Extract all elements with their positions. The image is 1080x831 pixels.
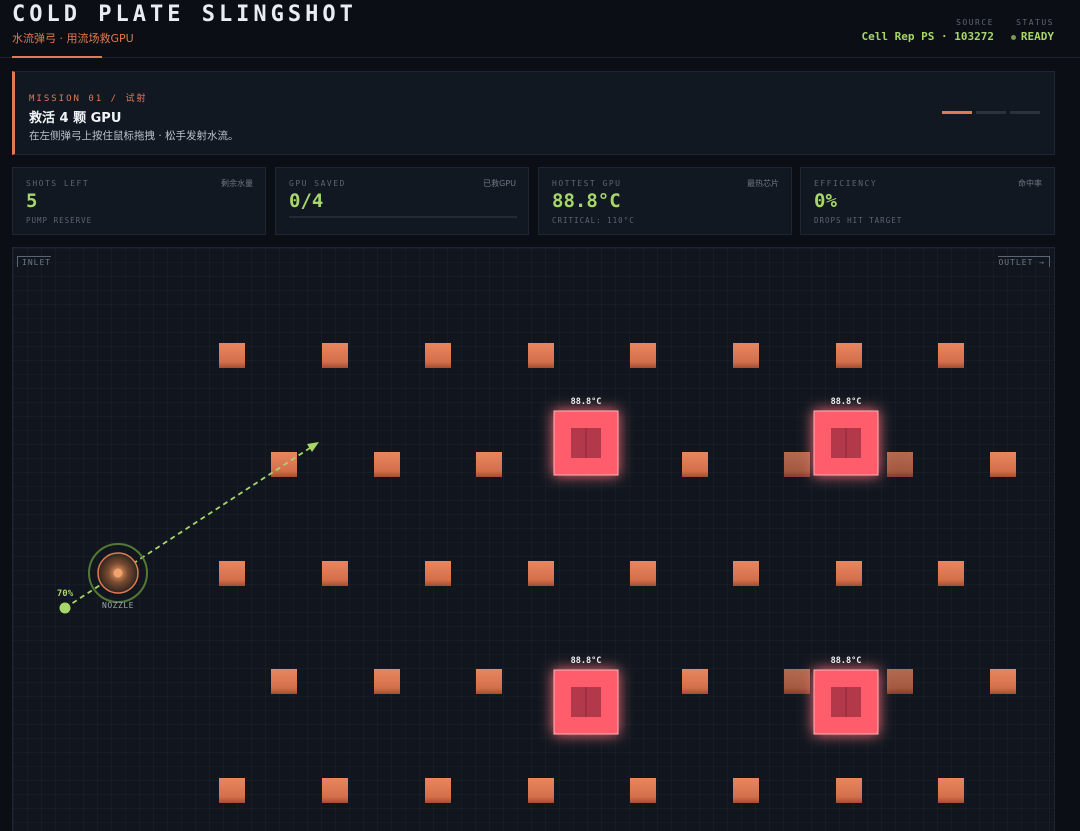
mission-stage-pip [976, 111, 1006, 114]
cooling-fin [630, 561, 656, 586]
mission-tag: MISSION 01 / 试射 [29, 94, 148, 104]
cooling-fin [836, 343, 862, 368]
cooling-fin [476, 452, 502, 477]
gpu-temp-label: 88.8°C [831, 397, 862, 407]
cooling-fin [733, 778, 759, 803]
cooling-fin [836, 778, 862, 803]
cooling-fin [322, 778, 348, 803]
cooling-fin [938, 343, 964, 368]
cooling-fin [476, 669, 502, 694]
game-subtitle: 水流弹弓 · 用流场救GPU [12, 32, 134, 45]
header-accent-line [12, 56, 102, 58]
stat-label-cn: 命中率 [1018, 179, 1042, 188]
cooling-fin [374, 452, 400, 477]
cooling-fin [784, 669, 810, 694]
cooling-fin [784, 452, 810, 477]
cooling-fin [219, 778, 245, 803]
cooling-fin [938, 778, 964, 803]
cooling-fin [733, 561, 759, 586]
stat-sub: PUMP RESERVE [26, 216, 93, 225]
cooling-fin [630, 778, 656, 803]
cooling-fin [938, 561, 964, 586]
cooling-fin [374, 669, 400, 694]
cooling-fin [528, 561, 554, 586]
power-label: 70% [57, 589, 74, 599]
mission-title: 救活 4 颗 GPU [29, 111, 122, 126]
gpu-chip: 88.8°C [813, 397, 879, 476]
source-label: SOURCE [956, 18, 994, 27]
mission-stage-pip [942, 111, 972, 114]
status-block: STATUS READY [1010, 18, 1054, 43]
gpu-temp-label: 88.8°C [571, 656, 602, 666]
stat-sub: DROPS HIT TARGET [814, 216, 903, 225]
cooling-fin [219, 343, 245, 368]
header: COLD PLATE SLINGSHOT 水流弹弓 · 用流场救GPU SOUR… [0, 0, 1080, 58]
status-value-row: READY [1010, 30, 1054, 43]
stat-efficiency: EFFICIENCY 命中率 0% DROPS HIT TARGET [800, 167, 1055, 235]
stat-sub: CRITICAL: 110°C [552, 216, 635, 225]
cooling-fin [682, 669, 708, 694]
stat-shots-left: SHOTS LEFT 剩余水量 5 PUMP RESERVE [12, 167, 266, 235]
cooling-fin [990, 669, 1016, 694]
cooling-fin [271, 669, 297, 694]
gpu-chip: 88.8°C [553, 397, 619, 476]
source-value: Cell Rep PS · 103272 [861, 30, 994, 43]
aim-arrow-icon [307, 442, 319, 452]
drag-handle[interactable] [59, 602, 71, 614]
mission-description: 在左侧弹弓上按住鼠标拖拽 · 松手发射水流。 [29, 130, 239, 142]
status-value: READY [1020, 30, 1054, 43]
cooling-fin [887, 669, 913, 694]
stat-hottest-gpu: HOTTEST GPU 最热芯片 88.8°C CRITICAL: 110°C [538, 167, 792, 235]
cooling-fin [990, 452, 1016, 477]
source-block: SOURCE Cell Rep PS · 103272 [862, 18, 994, 43]
gpu-chip: 88.8°C [813, 656, 879, 735]
cooling-fin [887, 452, 913, 477]
stat-label: GPU SAVED [289, 179, 346, 188]
stat-value: 88.8°C [552, 190, 621, 212]
gpu-temp-label: 88.8°C [571, 397, 602, 407]
stat-gpu-saved: GPU SAVED 已救GPU 0/4 [275, 167, 529, 235]
stat-label-cn: 最热芯片 [747, 179, 779, 188]
cooling-fin [425, 778, 451, 803]
cooling-fin [322, 343, 348, 368]
cooling-fin [682, 452, 708, 477]
stat-label-cn: 已救GPU [483, 179, 516, 188]
stat-value: 0% [814, 190, 837, 212]
game-title: COLD PLATE SLINGSHOT [12, 2, 357, 27]
stat-label-cn: 剩余水量 [221, 179, 253, 188]
nozzle-core [113, 568, 123, 578]
gpu-temp-label: 88.8°C [831, 656, 862, 666]
cooling-fin [322, 561, 348, 586]
cooling-fin [425, 561, 451, 586]
stat-value: 0/4 [289, 190, 324, 212]
cooling-fin [836, 561, 862, 586]
nozzle-range-ring [88, 543, 148, 603]
stat-label: EFFICIENCY [814, 179, 878, 188]
cooling-fin [528, 778, 554, 803]
mission-card: MISSION 01 / 试射 救活 4 颗 GPU 在左侧弹弓上按住鼠标拖拽 … [12, 71, 1055, 155]
cooling-fin [528, 343, 554, 368]
cooling-fin [219, 561, 245, 586]
mission-progress [942, 111, 1040, 114]
game-board[interactable]: 88.8°C 88.8°C 88.8°C 88.8°C NOZZLE 70% [13, 248, 1055, 831]
cooling-fin [733, 343, 759, 368]
outlet-label: OUTLET → [998, 256, 1050, 267]
stat-label: SHOTS LEFT [26, 179, 90, 188]
game-field[interactable]: INLET OUTLET → 88.8°C 88.8°C 88.8°C 88.8°C [12, 247, 1055, 831]
gpu-chip: 88.8°C [553, 656, 619, 735]
cooling-fin [630, 343, 656, 368]
stat-label: HOTTEST GPU [552, 179, 622, 188]
status-label: STATUS [1016, 18, 1054, 27]
mission-stage-pip [1010, 111, 1040, 114]
gpu-saved-progress-bar [289, 216, 517, 218]
status-dot-icon [1010, 34, 1016, 40]
cooling-fin [425, 343, 451, 368]
inlet-label: INLET [17, 256, 52, 267]
nozzle-label: NOZZLE [102, 601, 134, 610]
stat-value: 5 [26, 190, 38, 212]
